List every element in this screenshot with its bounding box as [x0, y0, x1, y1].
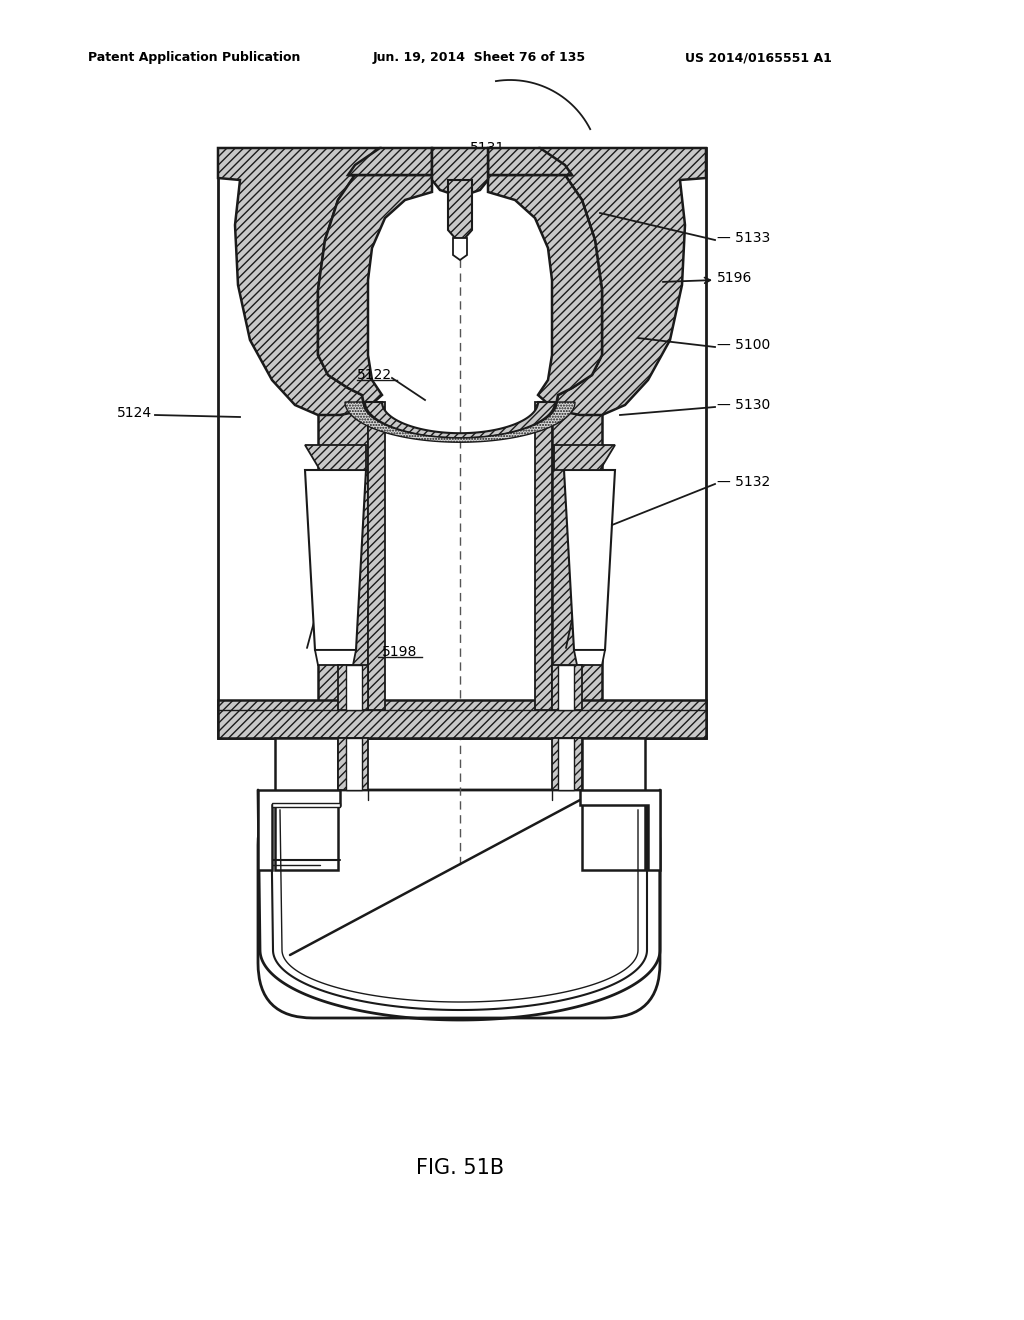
- Polygon shape: [218, 148, 706, 738]
- Polygon shape: [574, 649, 605, 665]
- Text: US 2014/0165551 A1: US 2014/0165551 A1: [685, 51, 831, 65]
- Text: — 5133: — 5133: [717, 231, 770, 246]
- Polygon shape: [554, 445, 615, 470]
- Polygon shape: [564, 470, 615, 649]
- Polygon shape: [552, 403, 602, 710]
- Polygon shape: [318, 176, 432, 411]
- Polygon shape: [365, 403, 555, 438]
- Text: 5131: 5131: [470, 141, 505, 154]
- Polygon shape: [275, 738, 338, 870]
- Polygon shape: [552, 665, 582, 710]
- Polygon shape: [338, 665, 368, 710]
- Polygon shape: [272, 803, 340, 807]
- Polygon shape: [488, 176, 602, 411]
- Polygon shape: [305, 445, 366, 470]
- FancyBboxPatch shape: [258, 789, 660, 1018]
- Polygon shape: [558, 738, 574, 789]
- Polygon shape: [338, 738, 368, 789]
- Polygon shape: [305, 470, 366, 649]
- Polygon shape: [488, 148, 572, 176]
- Text: Jun. 19, 2014  Sheet 76 of 135: Jun. 19, 2014 Sheet 76 of 135: [373, 51, 586, 65]
- Polygon shape: [346, 738, 362, 789]
- Polygon shape: [258, 789, 340, 870]
- Text: — 5132: — 5132: [717, 475, 770, 488]
- Text: 5196: 5196: [717, 271, 753, 285]
- Polygon shape: [318, 403, 368, 710]
- Polygon shape: [582, 738, 645, 870]
- Text: Patent Application Publication: Patent Application Publication: [88, 51, 300, 65]
- Text: 5198: 5198: [382, 645, 418, 659]
- Polygon shape: [552, 738, 582, 789]
- Polygon shape: [218, 148, 380, 414]
- Polygon shape: [346, 665, 362, 710]
- Polygon shape: [432, 148, 488, 195]
- Polygon shape: [540, 148, 706, 414]
- Polygon shape: [453, 238, 467, 260]
- Text: FIG. 51B: FIG. 51B: [416, 1158, 504, 1177]
- Text: 5124: 5124: [117, 407, 152, 420]
- Polygon shape: [580, 789, 660, 870]
- Text: 5122: 5122: [357, 368, 392, 381]
- Text: — 5130: — 5130: [717, 399, 770, 412]
- Polygon shape: [535, 403, 552, 710]
- Polygon shape: [345, 403, 575, 442]
- Polygon shape: [218, 700, 706, 738]
- Text: — 5100: — 5100: [717, 338, 770, 352]
- Polygon shape: [558, 665, 574, 710]
- Polygon shape: [315, 649, 356, 665]
- Polygon shape: [368, 403, 385, 710]
- Polygon shape: [348, 148, 432, 176]
- Polygon shape: [449, 180, 472, 240]
